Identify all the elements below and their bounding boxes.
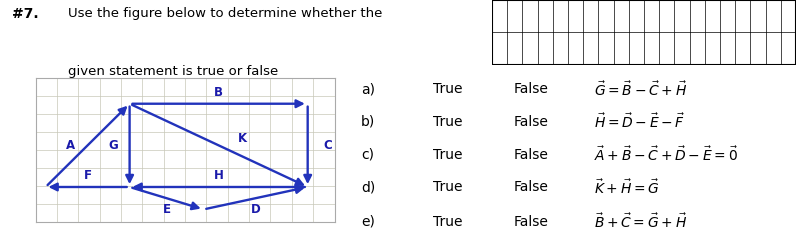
Text: False: False bbox=[514, 180, 548, 194]
Text: #7.: #7. bbox=[12, 7, 38, 21]
Text: $\vec{B} + \vec{C} = \vec{G} + \vec{H}$: $\vec{B} + \vec{C} = \vec{G} + \vec{H}$ bbox=[594, 212, 687, 231]
Text: D: D bbox=[250, 203, 261, 216]
Text: False: False bbox=[514, 215, 548, 229]
Text: A: A bbox=[66, 139, 75, 152]
Text: True: True bbox=[433, 215, 462, 229]
Text: b): b) bbox=[361, 115, 375, 129]
Text: B: B bbox=[214, 86, 223, 99]
Text: $\vec{A} + \vec{B} - \vec{C} + \vec{D} - \vec{E} = \vec{0}$: $\vec{A} + \vec{B} - \vec{C} + \vec{D} -… bbox=[594, 145, 738, 164]
Text: Use the figure below to determine whether the: Use the figure below to determine whethe… bbox=[68, 7, 382, 20]
Text: e): e) bbox=[361, 215, 375, 229]
Text: $\vec{H} = \vec{D} - \vec{E} - \vec{F}$: $\vec{H} = \vec{D} - \vec{E} - \vec{F}$ bbox=[594, 113, 685, 131]
Text: given statement is true or false: given statement is true or false bbox=[68, 65, 278, 77]
Text: True: True bbox=[433, 115, 462, 129]
Text: H: H bbox=[214, 169, 223, 182]
Text: c): c) bbox=[361, 148, 374, 162]
Text: False: False bbox=[514, 148, 548, 162]
Text: K: K bbox=[238, 132, 246, 146]
Text: False: False bbox=[514, 82, 548, 96]
Text: True: True bbox=[433, 82, 462, 96]
Text: True: True bbox=[433, 148, 462, 162]
Text: True: True bbox=[433, 180, 462, 194]
Text: d): d) bbox=[361, 180, 375, 194]
Text: False: False bbox=[514, 115, 548, 129]
Text: G: G bbox=[108, 139, 118, 152]
Text: $\vec{K} + \vec{H} = \vec{G}$: $\vec{K} + \vec{H} = \vec{G}$ bbox=[594, 178, 659, 197]
Text: $\vec{G} = \vec{B} - \vec{C} + \vec{H}$: $\vec{G} = \vec{B} - \vec{C} + \vec{H}$ bbox=[594, 80, 687, 99]
Text: F: F bbox=[83, 169, 91, 182]
Text: a): a) bbox=[361, 82, 375, 96]
Text: C: C bbox=[323, 139, 332, 152]
Text: E: E bbox=[162, 203, 170, 216]
